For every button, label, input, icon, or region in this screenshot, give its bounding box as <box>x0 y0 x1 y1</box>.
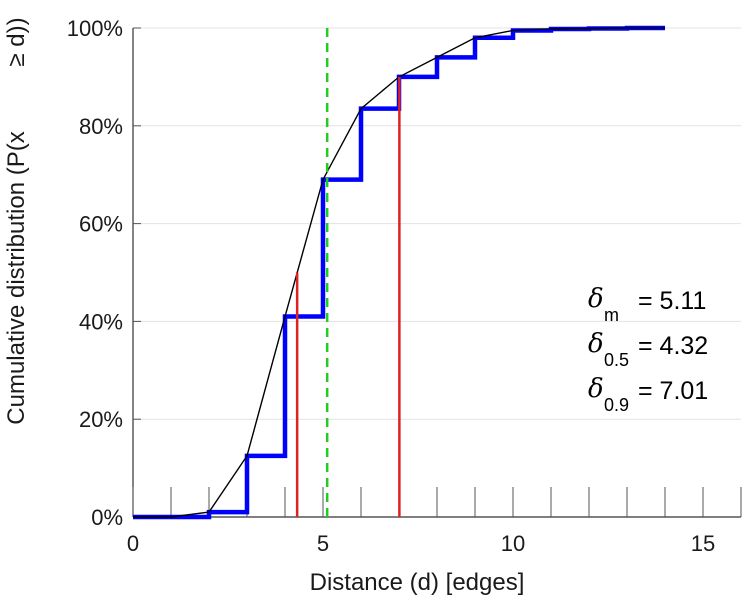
point-s1-9 <box>474 37 476 39</box>
point-s1-4 <box>284 315 286 317</box>
y-tick-label-1: 20% <box>79 407 123 432</box>
stat-symbol: δ <box>588 374 604 404</box>
point-s1-8 <box>436 56 438 58</box>
point-s1-12 <box>588 27 590 29</box>
point-s1-1 <box>170 516 172 518</box>
x-axis-label: Distance (d) [edges] <box>310 569 525 596</box>
point-s1-14 <box>664 27 666 29</box>
point-s1-13 <box>626 27 628 29</box>
plot-area <box>132 25 666 520</box>
tick-labels: 0 5 10 15 0% 20% 40% 60% 80% 100% <box>67 16 716 556</box>
y-axis-label-line-1: Cumulative distribution (P(x <box>3 131 30 424</box>
ticks <box>132 27 742 518</box>
x-tick-label-2: 10 <box>501 531 525 556</box>
y-tick-label-2: 40% <box>79 309 123 334</box>
x-tick-label-0: 0 <box>127 531 139 556</box>
stat-subscript: m <box>604 305 619 325</box>
stat-annotation-1: δ0.5 = 4.32 <box>588 329 708 370</box>
point-s1-5 <box>322 178 324 180</box>
point-s1-2 <box>208 511 210 513</box>
stat-symbol: δ <box>588 329 604 359</box>
stat-annotation-0: δm = 5.11 <box>588 284 706 325</box>
point-s1-6 <box>360 107 362 109</box>
point-s1-11 <box>550 28 552 30</box>
grid-lines <box>133 27 741 420</box>
y-tick-label-5: 100% <box>67 16 123 41</box>
point-s1-3 <box>246 455 248 457</box>
y-tick-label-4: 80% <box>79 114 123 139</box>
stat-symbol: δ <box>588 284 604 314</box>
stat-value: = 4.32 <box>638 332 708 360</box>
point-s1-10 <box>512 29 514 31</box>
point-s1-0 <box>132 516 134 518</box>
y-axis-label-line-2: ≥ d)) <box>3 17 30 66</box>
stat-value: = 7.01 <box>638 377 708 405</box>
stat-subscript: 0.5 <box>604 350 629 370</box>
y-tick-label-3: 60% <box>79 212 123 237</box>
stat-annotation-2: δ0.9 = 7.01 <box>588 374 708 415</box>
stat-value: = 5.11 <box>638 287 706 315</box>
x-tick-label-3: 15 <box>691 531 715 556</box>
x-tick-label-1: 5 <box>317 531 329 556</box>
stat-subscript: 0.9 <box>604 395 629 415</box>
y-tick-label-0: 0% <box>91 505 123 530</box>
